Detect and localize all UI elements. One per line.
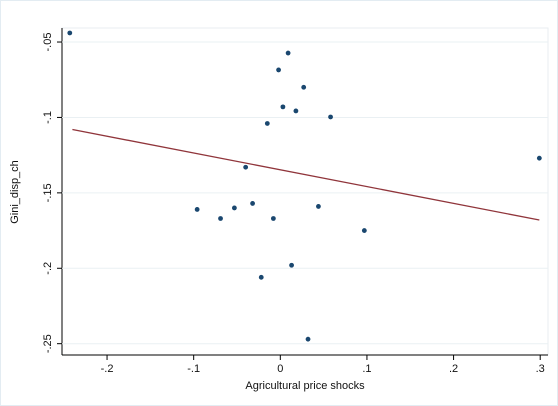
x-tick-label: -.1 — [187, 363, 200, 375]
point — [361, 228, 367, 233]
point — [250, 201, 255, 206]
point — [316, 204, 321, 209]
point — [264, 121, 270, 126]
point — [305, 336, 311, 342]
point — [258, 274, 264, 280]
x-tick-label: 0 — [277, 363, 283, 375]
x-axis-title: Agricultural price shocks — [245, 380, 365, 392]
point — [67, 30, 73, 36]
x-tick-label: .2 — [449, 363, 458, 375]
x-tick-label: -.2 — [101, 363, 114, 375]
point — [293, 108, 299, 114]
point — [276, 67, 281, 73]
point — [280, 104, 286, 110]
point — [194, 207, 200, 212]
fit-line — [72, 128, 540, 221]
point — [231, 205, 237, 211]
point — [536, 155, 542, 161]
x-tick-label: .1 — [362, 363, 371, 375]
point — [328, 114, 333, 120]
point — [285, 50, 291, 56]
x-tick-label: .3 — [536, 363, 545, 375]
point — [301, 84, 307, 90]
y-tick-label: -.25 — [42, 334, 54, 353]
y-tick-label: -.2 — [42, 262, 54, 275]
point — [243, 164, 249, 170]
y-axis-title: Gini_disp_ch — [9, 160, 21, 224]
point — [218, 216, 223, 221]
y-tick-label: -.15 — [42, 183, 54, 202]
point — [289, 262, 294, 268]
point — [270, 216, 276, 221]
y-tick-label: -.05 — [42, 33, 54, 52]
y-tick-label: -.1 — [42, 111, 54, 124]
